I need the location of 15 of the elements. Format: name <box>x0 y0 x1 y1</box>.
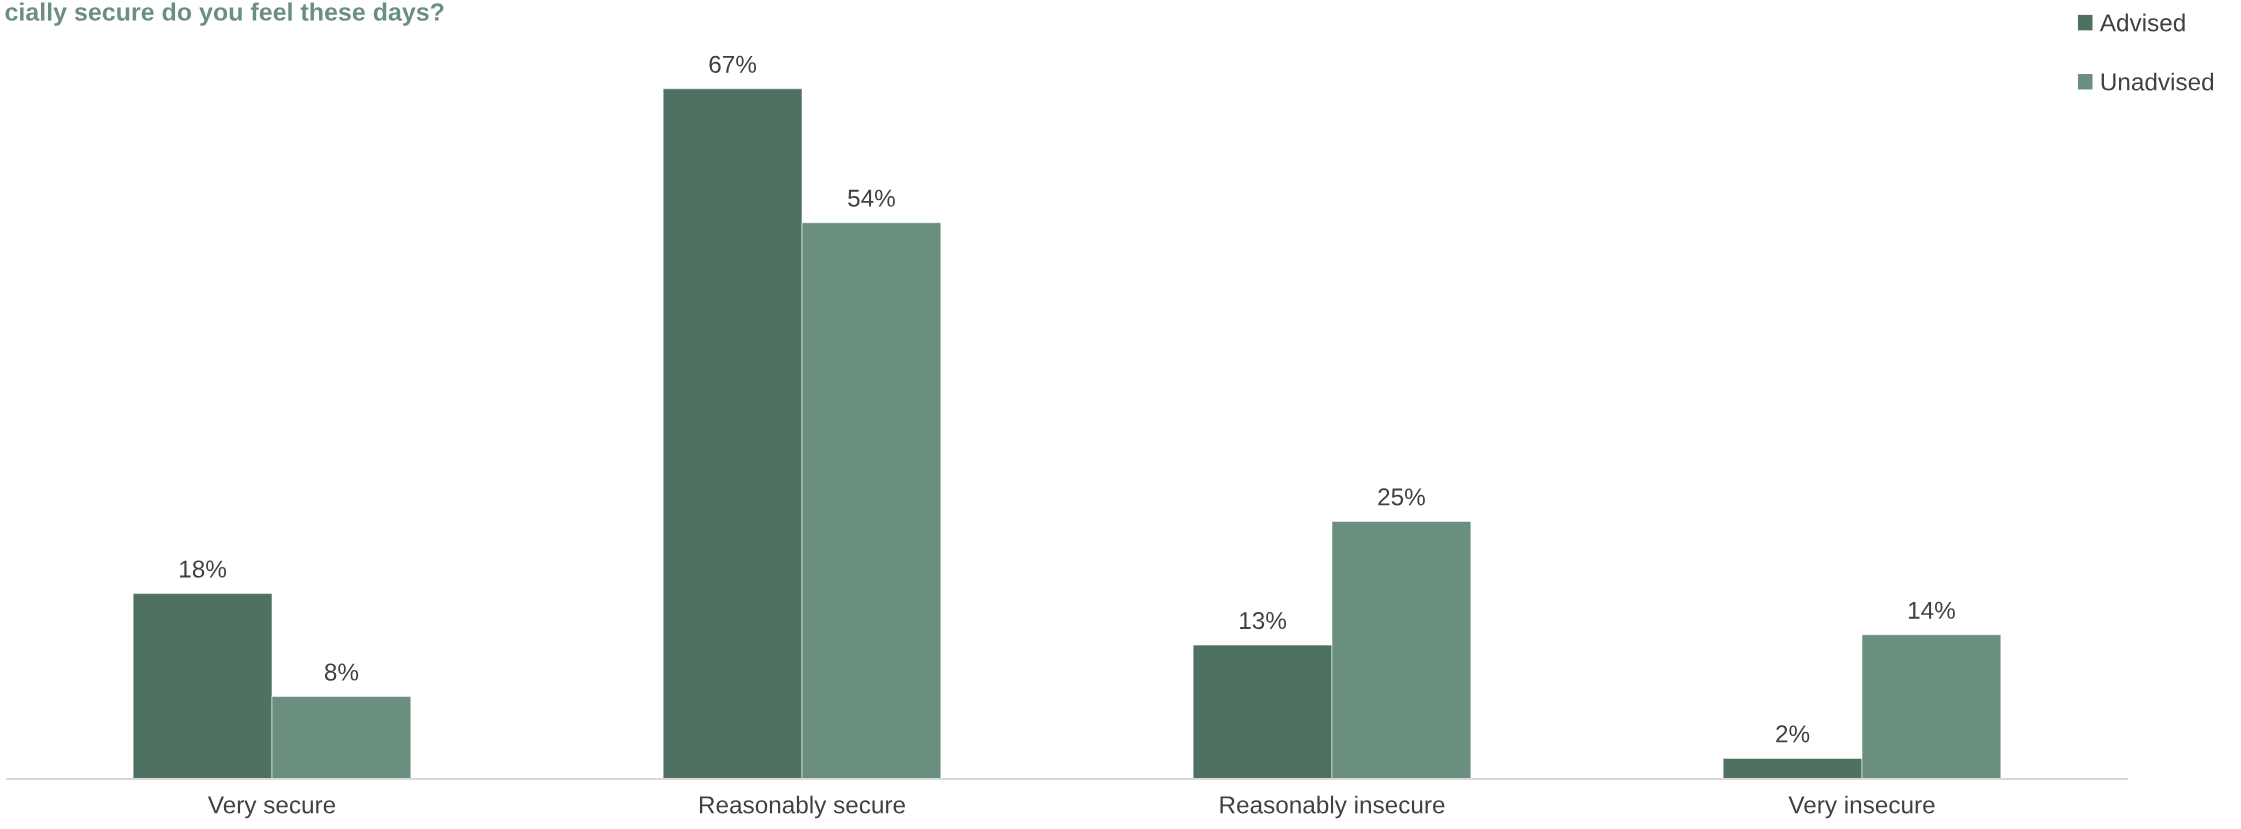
x-tick-label: Reasonably insecure <box>1220 795 1445 819</box>
legend-label: Advised <box>2099 13 2185 32</box>
chart-title: cially secure do you feel these days? <box>5 2 444 26</box>
data-label: 14% <box>1908 601 1955 619</box>
data-label: 13% <box>1240 611 1287 630</box>
data-label: 8% <box>324 663 359 681</box>
x-tick-label: Very insecure <box>1788 795 1935 819</box>
x-tick-label: Reasonably secure <box>699 795 905 819</box>
data-label: 2% <box>1776 725 1810 743</box>
data-label: 54% <box>848 189 895 207</box>
data-label: 67% <box>709 55 757 73</box>
data-label: 25% <box>1378 488 1425 506</box>
data-label: 18% <box>180 560 227 578</box>
x-tick-label: Very secure <box>207 796 336 819</box>
legend-label: Unadvised <box>2101 72 2214 91</box>
